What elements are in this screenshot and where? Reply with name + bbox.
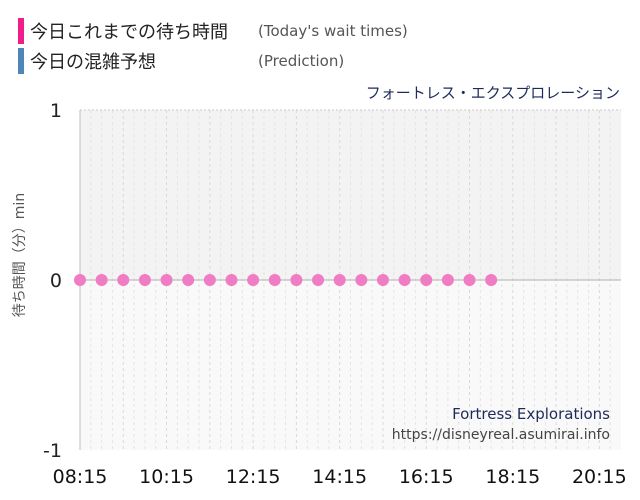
legend-label-today: 今日これまでの待ち時間 [30,22,228,43]
legend-swatch-today [18,18,24,44]
data-point [376,274,389,286]
data-point [182,274,195,286]
legend-sub-today: (Today's wait times) [258,22,408,40]
legend-label-prediction: 今日の混雑予想 [30,52,156,73]
x-tick-label: 16:15 [399,466,454,488]
legend-item-prediction: 今日の混雑予想 (Prediction) [18,48,344,74]
x-tick-label: 08:15 [53,466,108,488]
data-point [225,274,238,286]
data-point [420,274,433,286]
data-point [117,274,130,286]
x-tick-label: 12:15 [226,466,281,488]
watermark-url: https://disneyreal.asumirai.info [391,427,610,443]
legend-item-today: 今日これまでの待ち時間 (Today's wait times) [18,18,408,44]
data-point [247,274,260,286]
data-point [95,274,108,286]
attraction-name: フォートレス・エクスプロレーション [365,84,620,102]
legend-sub-prediction: (Prediction) [258,52,345,70]
data-point [290,274,303,286]
x-tick-label: 14:15 [312,466,367,488]
data-point [463,274,476,286]
data-point [441,274,454,286]
data-point [398,274,411,286]
data-point [74,274,86,286]
data-point [160,274,173,286]
x-tick-label: 10:15 [139,466,194,488]
data-point [203,274,216,286]
y-tick-label: 0 [50,270,62,292]
data-point [485,274,498,286]
x-tick-label: 20:15 [572,466,627,488]
legend-swatch-prediction [18,48,24,74]
data-point [138,274,151,286]
x-tick-label: 18:15 [485,466,540,488]
y-tick-label: -1 [43,440,62,462]
y-tick-label: 1 [50,100,62,122]
data-point [312,274,325,286]
data-point [268,274,281,286]
y-axis-label: 待ち時間（分）min [12,193,28,317]
data-point [355,274,368,286]
data-point [333,274,346,286]
watermark-attraction-name: Fortress Explorations [452,405,610,423]
